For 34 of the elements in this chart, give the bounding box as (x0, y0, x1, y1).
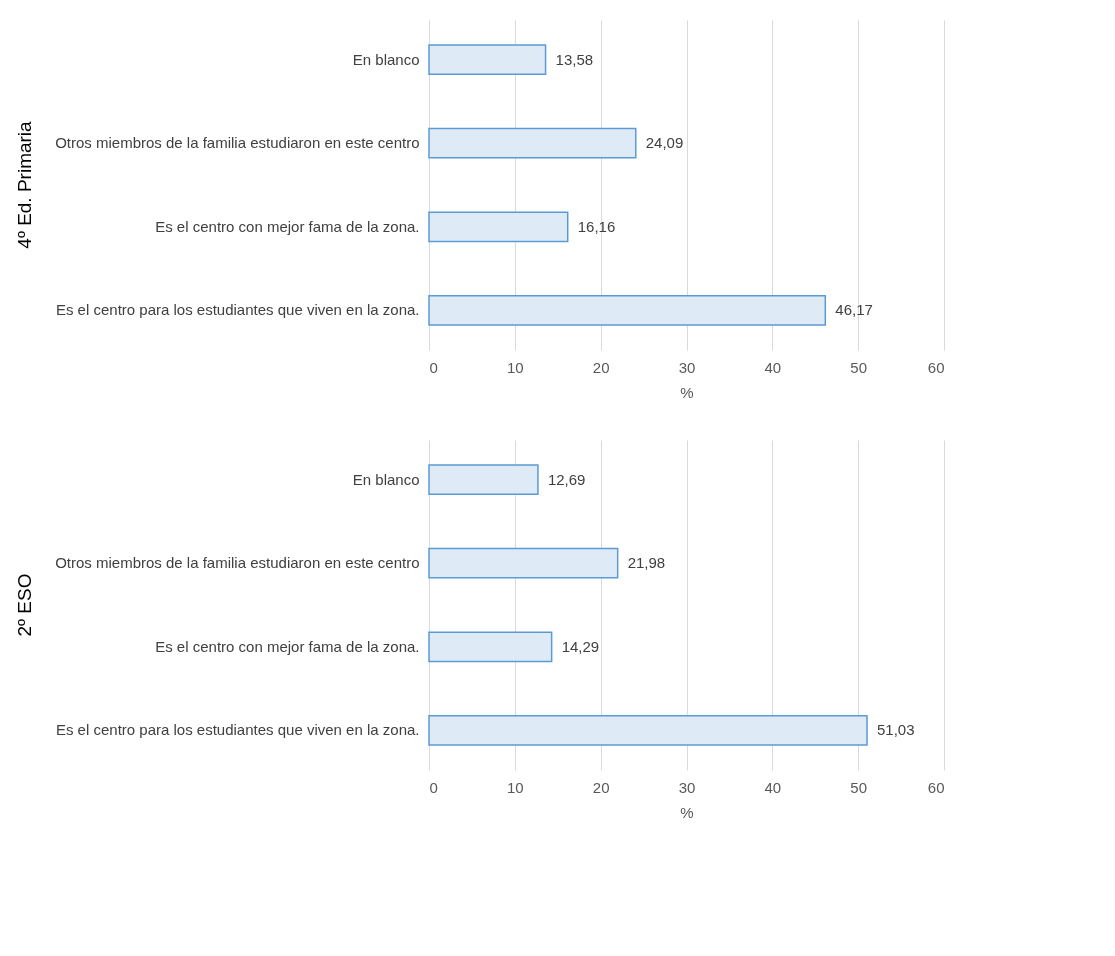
data-label: 16,16 (577, 217, 616, 235)
data-label: 51,03 (877, 721, 915, 739)
data-label: 46,17 (835, 301, 873, 319)
x-tick-label: 30 (678, 358, 696, 376)
x-tick-label: 0 (429, 358, 438, 376)
data-label: 12,69 (547, 470, 586, 488)
y-tick-label: En blanco (352, 50, 420, 68)
data-label: 13,58 (555, 50, 594, 68)
y-tick-label: Otros miembros de la familia estudiaron en este centro (55, 554, 420, 572)
text: 2º ESO (13, 573, 35, 637)
x-tick-label: 20 (592, 778, 610, 796)
data-label: 14,29 (561, 637, 600, 655)
data-label: 24,09 (645, 134, 684, 152)
text: 4º Ed. Primaria (13, 120, 35, 249)
y-tick-label: En blanco (352, 470, 420, 488)
x-tick-label: 40 (764, 358, 782, 376)
x-axis-title: % (680, 383, 694, 401)
y-tick-label: Es el centro para los estudiantes que viven en la zona. (55, 301, 420, 319)
y-tick-label: Otros miembros de la familia estudiaron en este centro (55, 134, 420, 152)
x-tick-label: 10 (506, 358, 524, 376)
data-label: 21,98 (627, 554, 666, 572)
x-tick-label: 50 (850, 778, 868, 796)
y-tick-label: Es el centro con mejor fama de la zona. (155, 217, 420, 235)
x-tick-label: 30 (678, 778, 696, 796)
x-tick-label: 20 (592, 358, 610, 376)
x-tick-label: 50 (850, 358, 868, 376)
x-tick-label: 0 (429, 778, 438, 796)
x-tick-label: 10 (506, 778, 524, 796)
x-axis-title: % (680, 803, 694, 821)
y-tick-label: Es el centro con mejor fama de la zona. (155, 637, 420, 655)
x-tick-label: 40 (764, 778, 782, 796)
x-tick-label: 60 (927, 778, 945, 796)
y-tick-label: Es el centro para los estudiantes que viven en la zona. (55, 721, 420, 739)
x-tick-label: 60 (927, 358, 945, 376)
